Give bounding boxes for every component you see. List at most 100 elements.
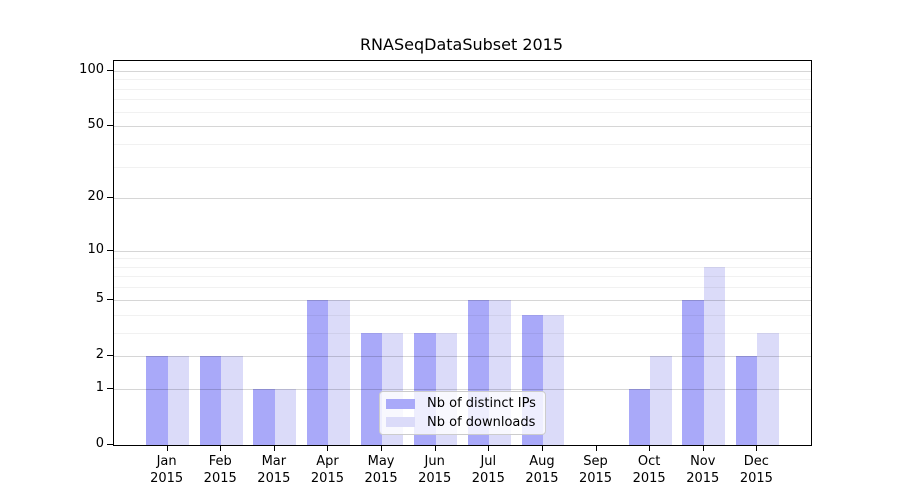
minor-gridline <box>114 258 811 260</box>
y-tick-mark <box>107 444 113 445</box>
x-tick-mark <box>220 446 222 451</box>
legend-swatch-downloads <box>386 417 415 428</box>
legend-label-downloads: Nb of downloads <box>427 414 536 430</box>
major-gridline <box>114 70 811 72</box>
minor-gridline <box>114 88 811 90</box>
y-tick-label: 100 <box>79 61 104 77</box>
legend-row-distinct-ips: Nb of distinct IPs <box>386 396 537 412</box>
x-tick-year: 2015 <box>578 471 613 486</box>
major-gridline <box>114 250 811 252</box>
x-tick-mark <box>488 446 490 451</box>
x-tick-label: Apr 2015 <box>295 453 359 487</box>
x-tick-month: Oct <box>637 454 661 469</box>
bar-ips-dec <box>735 355 758 445</box>
minor-gridline <box>114 79 811 81</box>
x-tick-mark <box>595 446 597 451</box>
x-tick-month: Sep <box>583 454 608 469</box>
x-tick-mark <box>166 446 168 451</box>
y-tick-label: 10 <box>87 241 104 257</box>
x-tick-year: 2015 <box>686 471 720 486</box>
x-tick-label: Mar 2015 <box>242 453 306 487</box>
x-tick-month: Apr <box>316 454 339 469</box>
major-gridline <box>114 198 811 200</box>
y-tick-label: 5 <box>95 290 104 306</box>
x-tick-year: 2015 <box>257 471 291 486</box>
chart-title: RNASeqDataSubset 2015 <box>359 35 564 54</box>
x-tick-month: Dec <box>743 454 769 469</box>
bar-downloads-apr <box>328 299 350 445</box>
x-tick-year: 2015 <box>418 471 452 486</box>
bar-downloads-dec <box>757 332 779 445</box>
y-tick-label: 1 <box>95 379 104 395</box>
x-tick-year: 2015 <box>525 471 559 486</box>
y-tick-label: 20 <box>87 189 104 205</box>
x-tick-label: Jun 2015 <box>403 453 467 487</box>
x-tick-mark <box>381 446 383 451</box>
bar-downloads-jan <box>167 355 189 445</box>
x-tick-year: 2015 <box>150 471 184 486</box>
bar-ips-jan <box>146 355 168 445</box>
x-tick-mark <box>541 446 543 451</box>
minor-gridline <box>114 99 811 101</box>
x-tick-label: Jan 2015 <box>135 453 199 487</box>
bar-ips-apr <box>307 299 329 445</box>
y-tick-mark <box>107 197 113 199</box>
y-tick-label: 0 <box>95 436 104 451</box>
bar-downloads-nov <box>703 266 726 445</box>
x-tick-month: May <box>367 454 395 469</box>
x-tick-year: 2015 <box>471 471 505 486</box>
plot-area: Nb of distinct IPs Nb of downloads <box>113 60 812 446</box>
bar-ips-may <box>360 332 383 445</box>
legend-label-distinct-ips: Nb of distinct IPs <box>427 396 536 412</box>
x-tick-label: Oct 2015 <box>617 453 681 487</box>
y-tick-mark <box>107 387 113 389</box>
x-tick-label: May 2015 <box>349 453 413 487</box>
x-tick-month: Aug <box>529 454 555 469</box>
bar-ips-mar <box>253 388 275 445</box>
major-gridline <box>114 126 811 128</box>
x-tick-month: Feb <box>208 454 232 469</box>
x-tick-mark <box>756 446 758 451</box>
minor-gridline <box>114 143 811 145</box>
x-tick-month: Nov <box>690 454 716 469</box>
x-tick-year: 2015 <box>739 471 773 486</box>
legend-row-downloads: Nb of downloads <box>386 415 537 431</box>
x-tick-label: Dec 2015 <box>724 453 788 487</box>
x-tick-month: Jan <box>156 454 177 469</box>
minor-gridline <box>114 111 811 113</box>
y-tick-mark <box>107 249 113 251</box>
x-tick-year: 2015 <box>632 471 666 486</box>
x-tick-label: Feb 2015 <box>188 453 252 487</box>
y-tick-mark <box>107 69 113 71</box>
x-tick-year: 2015 <box>364 471 398 486</box>
y-tick-mark <box>107 125 113 127</box>
bar-ips-oct <box>628 388 651 445</box>
bar-ips-nov <box>682 299 704 445</box>
x-tick-label: Nov 2015 <box>671 453 735 487</box>
y-tick-label: 2 <box>95 346 104 362</box>
x-tick-month: Jul <box>480 454 497 469</box>
x-tick-label: Sep 2015 <box>564 453 628 487</box>
y-tick-label: 50 <box>87 117 104 133</box>
bar-downloads-mar <box>274 388 297 445</box>
x-tick-mark <box>327 446 329 451</box>
bar-ips-feb <box>199 355 222 445</box>
x-tick-month: Jun <box>424 454 445 469</box>
bar-downloads-oct <box>650 355 672 445</box>
x-tick-month: Mar <box>261 454 287 469</box>
legend-swatch-distinct-ips <box>386 398 415 409</box>
x-tick-year: 2015 <box>310 471 344 486</box>
y-tick-mark <box>107 298 113 300</box>
bar-downloads-feb <box>221 355 243 445</box>
legend: Nb of distinct IPs Nb of downloads <box>379 391 546 435</box>
y-tick-mark <box>107 354 113 356</box>
x-tick-mark <box>702 446 704 451</box>
x-tick-mark <box>649 446 651 451</box>
x-tick-label: Aug 2015 <box>510 453 574 487</box>
x-tick-mark <box>434 446 436 451</box>
x-tick-label: Jul 2015 <box>456 453 520 487</box>
x-tick-mark <box>273 446 275 451</box>
x-tick-year: 2015 <box>203 471 237 486</box>
minor-gridline <box>114 166 811 168</box>
